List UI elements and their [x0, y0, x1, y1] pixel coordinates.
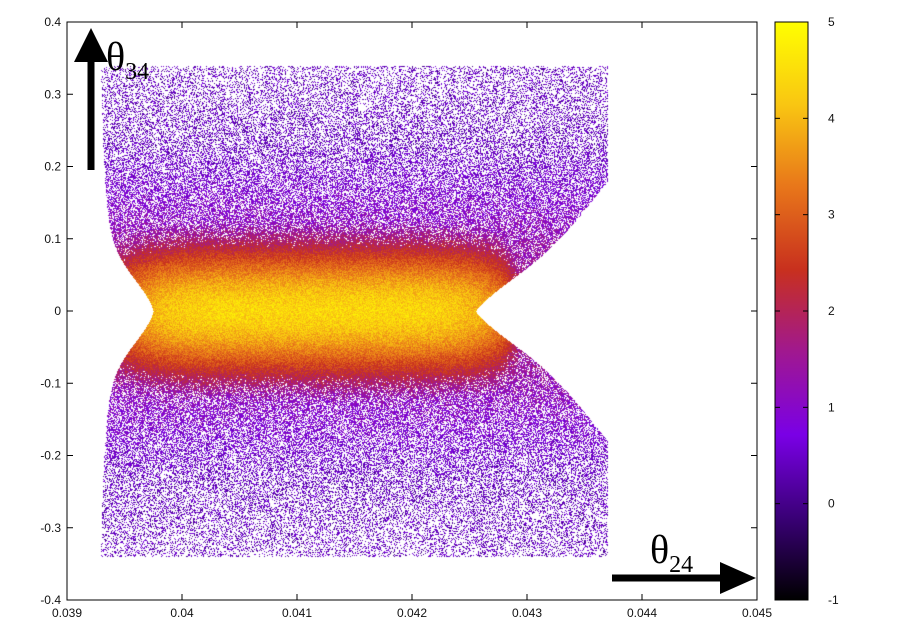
x-axis-arrow-head — [720, 562, 756, 594]
colorbar-tick-label: 2 — [828, 304, 835, 318]
x-tick-label: 0.043 — [512, 606, 542, 620]
x-tick-label: 0.042 — [397, 606, 427, 620]
colorbar-tick-label: 0 — [828, 497, 835, 511]
y-tick-label: -0.2 — [40, 449, 61, 463]
x-tick-label: 0.045 — [742, 606, 772, 620]
heatmap-density-image — [67, 22, 757, 600]
x-tick-label: 0.041 — [282, 606, 312, 620]
y-axis-arrow-head — [74, 28, 108, 62]
y-tick-label: 0 — [54, 304, 61, 318]
y-tick-label: 0.4 — [44, 15, 61, 29]
colorbar-tick-label: 1 — [828, 400, 835, 414]
x-tick-label: 0.04 — [170, 606, 194, 620]
colorbar — [774, 21, 809, 601]
y-axis-label-subscript: 34 — [125, 59, 149, 85]
colorbar-tick-label: 5 — [828, 15, 835, 29]
x-axis-label: θ24 — [650, 527, 693, 578]
colorbar-tick-label: -1 — [828, 593, 839, 607]
y-tick-label: -0.3 — [40, 521, 61, 535]
x-axis-label-subscript: 24 — [669, 552, 693, 578]
y-tick-label: -0.4 — [40, 593, 61, 607]
y-tick-label: 0.3 — [44, 87, 61, 101]
colorbar-ticks: 5 4 3 2 1 0 -1 — [775, 15, 839, 607]
colorbar-tick-label: 3 — [828, 208, 835, 222]
x-axis-label-group: θ24 — [612, 527, 756, 594]
y-axis-label: θ34 — [106, 34, 149, 85]
colorbar-tick-label: 4 — [828, 111, 835, 125]
y-tick-label: -0.1 — [40, 376, 61, 390]
x-tick-label: 0.044 — [627, 606, 657, 620]
y-axis-label-group: θ34 — [74, 28, 149, 170]
y-tick-label: 0.1 — [44, 232, 61, 246]
x-tick-label: 0.039 — [52, 606, 82, 620]
y-axis-ticks: -0.4 -0.3 -0.2 -0.1 0 0.1 0.2 0.3 0.4 — [40, 15, 757, 607]
y-tick-label: 0.2 — [44, 160, 61, 174]
x-axis-ticks: 0.039 0.04 0.041 0.042 0.043 0.044 0.045 — [52, 22, 772, 620]
